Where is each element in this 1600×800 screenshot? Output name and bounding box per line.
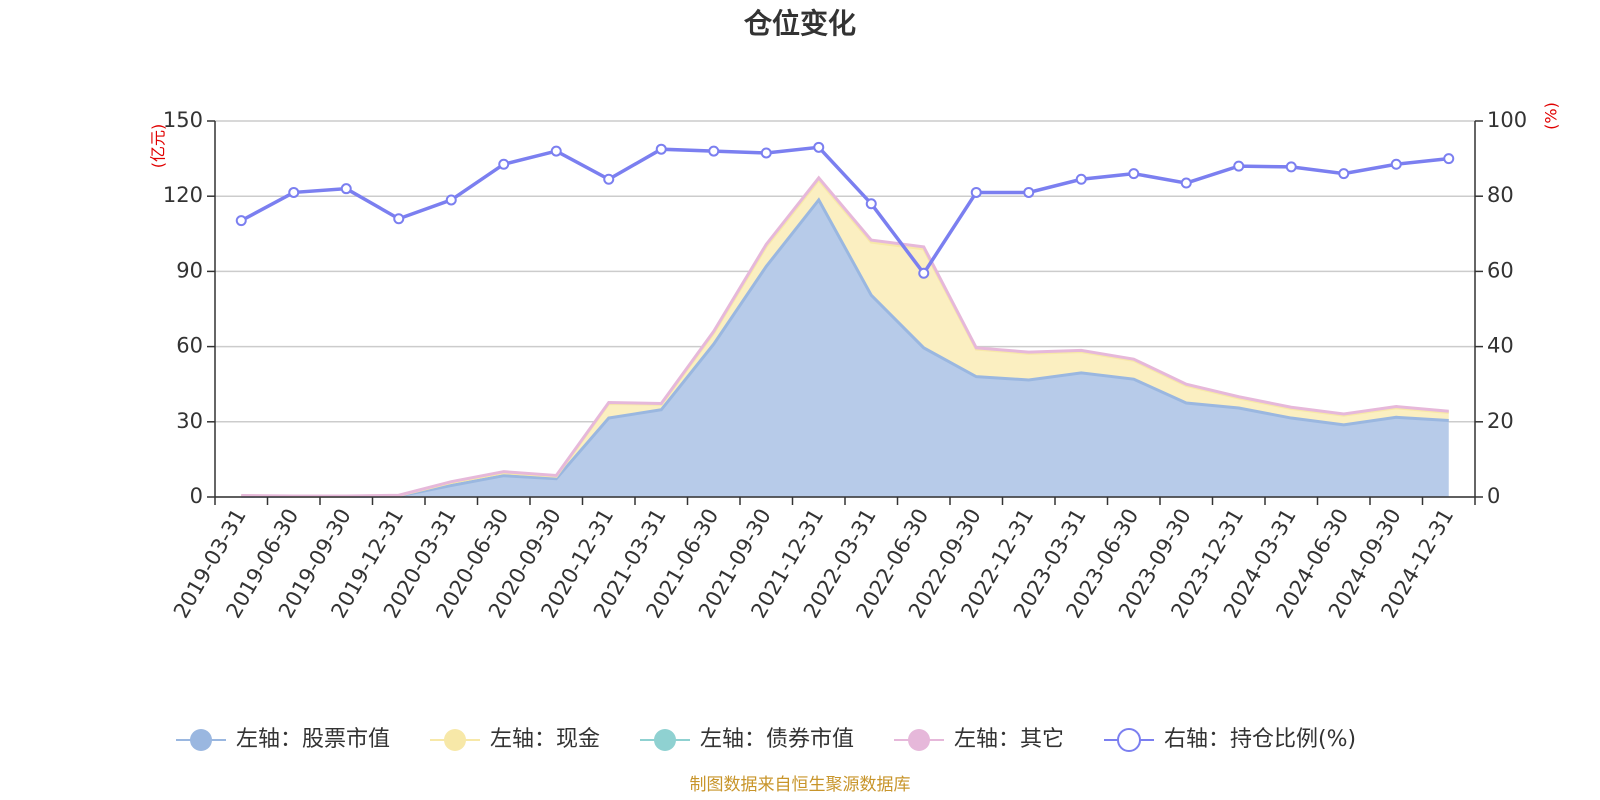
ratio-point xyxy=(1390,158,1402,170)
legend-label: 右轴：持仓比例(%) xyxy=(1164,727,1356,752)
left-tick-label: 120 xyxy=(163,183,203,207)
ratio-point xyxy=(1180,177,1192,189)
ratio-point xyxy=(1285,161,1297,173)
left-tick-label: 60 xyxy=(176,334,203,358)
legend-marker xyxy=(654,729,676,751)
area-左轴：股票市值 xyxy=(241,199,1449,497)
left-tick-label: 30 xyxy=(176,409,203,433)
left-tick-label: 0 xyxy=(190,484,203,508)
left-tick-label: 90 xyxy=(176,258,203,282)
right-tick-label: 60 xyxy=(1487,258,1514,282)
left-tick-label: 150 xyxy=(163,108,203,132)
legend-label: 左轴：股票市值 xyxy=(236,727,390,752)
ratio-point xyxy=(708,145,720,157)
ratio-point xyxy=(498,158,510,170)
ratio-point xyxy=(918,267,930,279)
ratio-point xyxy=(655,143,667,155)
legend-label: 左轴：现金 xyxy=(490,727,600,752)
right-tick-label: 40 xyxy=(1487,334,1514,358)
ratio-point xyxy=(235,215,247,227)
ratio-point xyxy=(1233,160,1245,172)
legend-marker xyxy=(190,729,212,751)
right-tick-label: 100 xyxy=(1487,108,1527,132)
legend: 左轴：股票市值 左轴：现金 左轴：债券市值 左轴：其它 右轴：持仓比例(%) xyxy=(176,727,1356,752)
ratio-point xyxy=(1128,168,1140,180)
ratio-point xyxy=(1338,168,1350,180)
position-ratio-line xyxy=(235,141,1455,279)
legend-label: 左轴：债券市值 xyxy=(700,727,854,752)
ratio-point xyxy=(340,183,352,195)
ratio-point xyxy=(393,213,405,225)
ratio-point xyxy=(550,145,562,157)
ratio-point xyxy=(1443,153,1455,165)
legend-marker xyxy=(444,729,466,751)
ratio-point xyxy=(865,198,877,210)
right-axis-unit: (%) xyxy=(1542,102,1561,130)
ratio-polyline xyxy=(240,145,1449,277)
ratio-point xyxy=(970,186,982,198)
right-tick-label: 20 xyxy=(1487,409,1514,433)
ratio-point xyxy=(288,186,300,198)
ratio-point xyxy=(445,194,457,206)
stacked-areas xyxy=(241,175,1449,498)
ratio-point xyxy=(760,147,772,159)
ratio-point xyxy=(813,141,825,153)
ratio-point xyxy=(603,173,615,185)
right-tick-label: 0 xyxy=(1487,484,1500,508)
left-axis-unit: (亿元) xyxy=(149,124,168,169)
legend-marker xyxy=(1117,728,1141,752)
ratio-point xyxy=(1075,173,1087,185)
legend-label: 左轴：其它 xyxy=(954,727,1064,752)
area-edge-左轴：其它 xyxy=(241,175,1449,498)
chart-title: 仓位变化 xyxy=(744,7,856,40)
right-tick-label: 80 xyxy=(1487,183,1514,207)
source-note: 制图数据来自恒生聚源数据库 xyxy=(690,775,911,795)
ratio-point xyxy=(1023,186,1035,198)
area-edge-左轴：股票市值 xyxy=(241,197,1449,498)
area-左轴：现金 xyxy=(241,179,1449,497)
legend-marker xyxy=(908,729,930,751)
